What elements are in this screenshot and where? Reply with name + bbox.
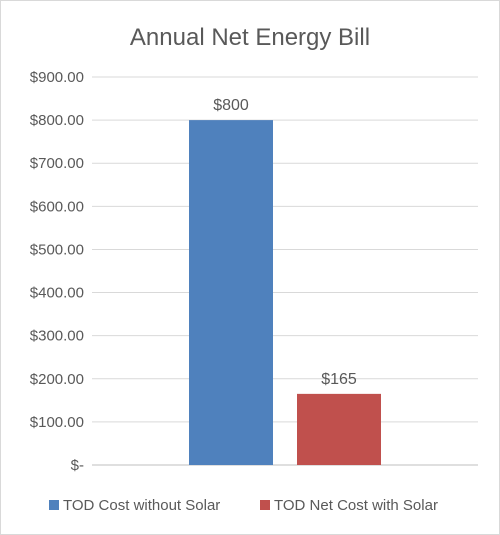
legend-swatch-series-2 xyxy=(260,500,270,510)
y-tick-label: $500.00 xyxy=(30,241,84,258)
y-tick-label: $800.00 xyxy=(30,112,84,129)
data-labels: $800 $165 xyxy=(213,97,357,388)
y-tick-label: $- xyxy=(71,457,84,474)
data-label-series-2: $165 xyxy=(321,371,357,388)
legend-label-series-2: TOD Net Cost with Solar xyxy=(274,497,438,514)
gridlines xyxy=(92,76,478,466)
legend: TOD Cost without Solar TOD Net Cost with … xyxy=(49,497,438,514)
data-label-series-1: $800 xyxy=(213,97,249,114)
y-tick-label: $400.00 xyxy=(30,285,84,302)
y-tick-label: $600.00 xyxy=(30,198,84,215)
legend-label-series-1: TOD Cost without Solar xyxy=(63,497,220,514)
y-tick-label: $900.00 xyxy=(30,69,84,86)
chart-title: Annual Net Energy Bill xyxy=(130,24,370,51)
bar-series-2 xyxy=(297,393,381,465)
legend-swatch-series-1 xyxy=(49,500,59,510)
y-tick-label: $300.00 xyxy=(30,328,84,345)
y-tick-label: $200.00 xyxy=(30,371,84,388)
y-tick-label: $700.00 xyxy=(30,155,84,172)
bar-series-1 xyxy=(189,120,273,465)
y-axis-tick-labels: $- $100.00 $200.00 $300.00 $400.00 $500.00 $60… xyxy=(30,69,84,474)
y-tick-label: $100.00 xyxy=(30,414,84,431)
bars xyxy=(189,120,381,465)
